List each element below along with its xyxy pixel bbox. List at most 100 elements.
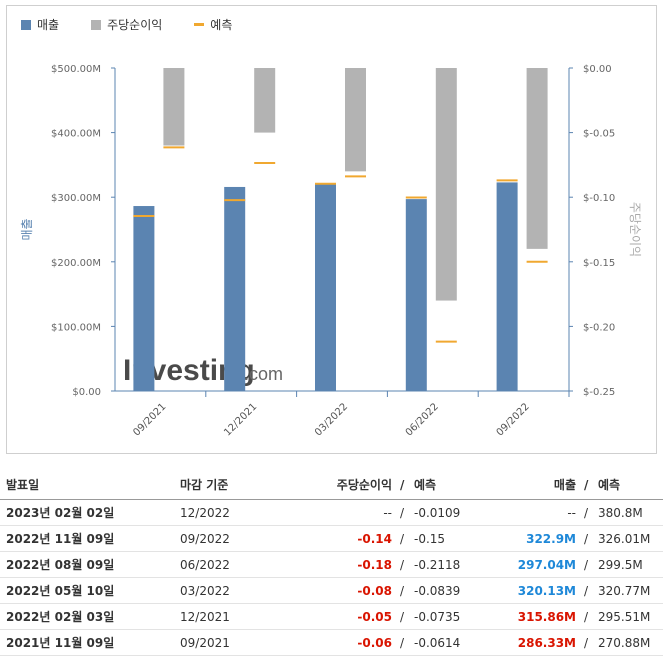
table-body: 2023년 02월 02일 12/2022 -- / -0.0109 --/380.8M 2… — [0, 499, 663, 656]
row-rev-forecast: 320.77M — [592, 577, 663, 604]
chart-legend: 매출 주당순이익 예측 — [21, 16, 232, 33]
eps-bar — [345, 68, 366, 172]
row-eps-forecast: -0.0614 — [408, 629, 500, 656]
row-eps-sep: / — [398, 525, 408, 552]
table-row: 2022년 08월 09일 06/2022 -0.18/-0.2118 297.04M… — [0, 551, 663, 578]
row-date: 2023년 02월 02일 — [0, 499, 172, 526]
x-tick-label: 06/2022 — [404, 401, 441, 438]
row-rev-forecast: 270.88M — [592, 629, 663, 656]
row-eps: -0.18 — [296, 551, 398, 578]
legend-swatch-eps — [91, 19, 102, 30]
earnings-chart-panel: 매출 주당순이익 예측 $0.00 $100.00M $200.00M $300.00… — [6, 5, 657, 454]
table-row: 2022년 05월 10일 03/2022 -0.08/-0.0839 320.13M… — [0, 577, 663, 604]
row-period: 09/2021 — [172, 629, 296, 656]
eps-bar — [163, 68, 185, 146]
legend-label-revenue: 매출 — [37, 18, 60, 32]
row-eps-sep: / — [398, 629, 408, 656]
row-eps-forecast: -0.0109 — [408, 499, 500, 526]
eps-bar — [526, 68, 548, 249]
row-eps: -- — [296, 499, 398, 526]
row-revenue: 286.33M — [500, 629, 582, 656]
row-date: 2021년 11월 09일 — [0, 629, 172, 656]
x-tick-label: 09/2022 — [495, 401, 532, 438]
row-date: 2022년 08월 09일 — [0, 551, 172, 578]
row-period: 12/2022 — [172, 499, 296, 526]
x-tick-label: 09/2021 — [131, 401, 168, 438]
y-tick-label: $400.00M — [51, 129, 101, 140]
y2-tick-label: $0.00 — [583, 64, 612, 75]
row-revenue: 297.04M — [500, 551, 582, 578]
revenue-bar — [133, 206, 155, 391]
row-revenue: 320.13M — [500, 577, 582, 604]
y-tick-label: $500.00M — [51, 64, 101, 75]
row-date: 2022년 11월 09일 — [0, 525, 172, 552]
header-rev-sep: / — [582, 470, 592, 500]
legend-label-forecast: 예측 — [210, 18, 233, 32]
x-tick-label: 12/2021 — [222, 401, 259, 438]
row-rev-forecast: 295.51M — [592, 603, 663, 630]
revenue-bar — [315, 184, 336, 391]
revenue-bar — [405, 199, 427, 391]
row-eps-sep: / — [398, 551, 408, 578]
revenue-bar — [224, 186, 246, 391]
row-rev-forecast: 380.8M — [592, 499, 663, 526]
y-tick-label: $100.00M — [51, 322, 101, 333]
header-revenue[interactable]: 매출 — [500, 470, 582, 500]
row-eps-forecast: -0.0839 — [408, 577, 500, 604]
y2-tick-label: $-0.25 — [583, 387, 615, 398]
table-row: 2021년 11월 09일 09/2021 -0.06/-0.0614 286.33M… — [0, 629, 663, 656]
row-rev-sep: / — [582, 551, 592, 578]
row-period: 03/2022 — [172, 577, 296, 604]
header-eps[interactable]: 주당순이익 — [296, 470, 398, 500]
y-tick-label: $300.00M — [51, 193, 101, 204]
header-eps-sep: / — [398, 470, 408, 500]
table-row: 2023년 02월 02일 12/2022 -- / -0.0109 --/380.8M — [0, 499, 663, 526]
table-row: 2022년 11월 09일 09/2022 -0.14/-0.15 322.9M/32… — [0, 525, 663, 552]
row-revenue: 322.9M — [500, 525, 582, 552]
legend-item-forecast[interactable]: 예측 — [194, 16, 232, 33]
row-date: 2022년 05월 10일 — [0, 577, 172, 604]
watermark-suffix: .com — [244, 364, 283, 384]
legend-item-revenue[interactable]: 매출 — [21, 16, 59, 33]
header-eps-forecast[interactable]: 예측 — [408, 470, 500, 500]
legend-label-eps: 주당순이익 — [107, 18, 163, 32]
row-revenue: -- — [500, 499, 582, 526]
row-eps-sep: / — [398, 499, 408, 526]
row-eps-sep: / — [398, 577, 408, 604]
row-rev-sep: / — [582, 499, 592, 526]
row-revenue: 315.86M — [500, 603, 582, 630]
y-tick-label: $200.00M — [51, 258, 101, 269]
row-rev-sep: / — [582, 577, 592, 604]
row-eps-forecast: -0.0735 — [408, 603, 500, 630]
legend-swatch-revenue — [21, 19, 31, 30]
row-eps-forecast: -0.2118 — [408, 551, 500, 578]
y-tick-label: $0.00 — [72, 387, 101, 398]
row-rev-sep: / — [582, 629, 592, 656]
row-rev-forecast: 326.01M — [592, 525, 663, 552]
row-rev-sep: / — [582, 603, 592, 630]
y2-tick-label: $-0.10 — [583, 193, 615, 204]
row-eps-sep: / — [398, 603, 408, 630]
row-date: 2022년 02월 03일 — [0, 603, 172, 630]
header-period[interactable]: 마감 기준 — [172, 470, 296, 500]
legend-item-eps[interactable]: 주당순이익 — [91, 16, 162, 33]
eps-bar — [254, 68, 276, 133]
y2-axis-title: 주당순이익 — [628, 202, 642, 257]
legend-swatch-forecast — [194, 23, 205, 26]
row-eps: -0.08 — [296, 577, 398, 604]
row-eps: -0.06 — [296, 629, 398, 656]
y2-tick-label: $-0.05 — [583, 129, 615, 140]
table-header-row: 발표일 마감 기준 주당순이익 / 예측 매출 / 예측 — [0, 470, 663, 500]
revenue-bar — [496, 182, 518, 391]
earnings-table: 발표일 마감 기준 주당순이익 / 예측 매출 / 예측 2023년 02월 0… — [0, 470, 663, 656]
y2-tick-label: $-0.15 — [583, 258, 615, 269]
header-date[interactable]: 발표일 — [0, 470, 172, 500]
header-rev-forecast[interactable]: 예측 — [592, 470, 663, 500]
row-period: 06/2022 — [172, 551, 296, 578]
row-eps: -0.14 — [296, 525, 398, 552]
y-axis-title: 매출 — [20, 218, 34, 240]
y2-tick-label: $-0.20 — [583, 322, 615, 333]
row-rev-forecast: 299.5M — [592, 551, 663, 578]
x-tick-label: 03/2022 — [313, 401, 350, 438]
table-row: 2022년 02월 03일 12/2021 -0.05/-0.0735 315.86M… — [0, 603, 663, 630]
